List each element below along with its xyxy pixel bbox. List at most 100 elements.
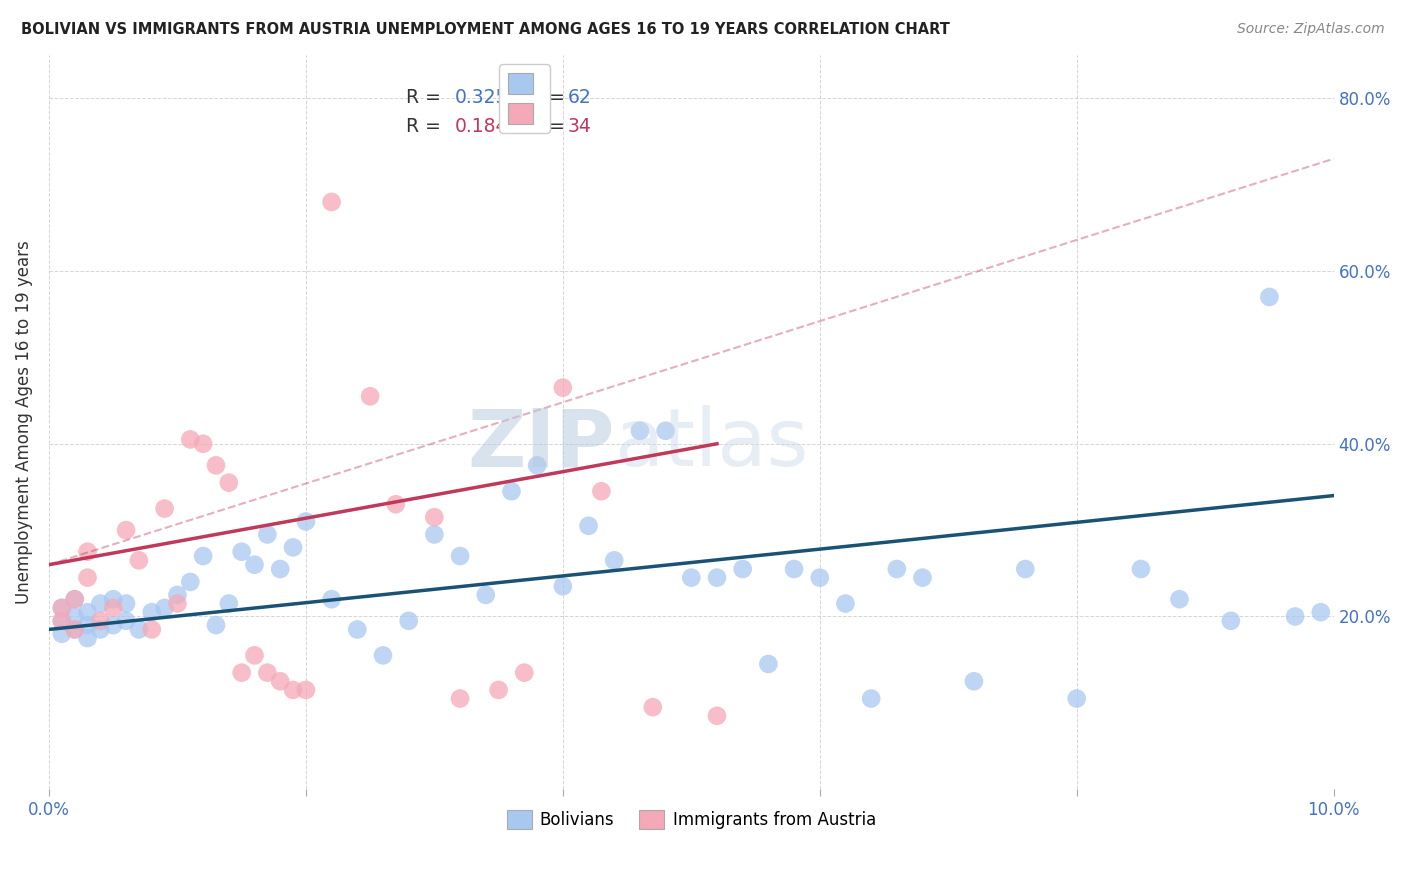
Point — [63, 623, 86, 637]
Point — [179, 574, 201, 589]
Point — [1168, 592, 1191, 607]
Point — [191, 549, 214, 563]
Point — [1309, 605, 1331, 619]
Point — [474, 588, 496, 602]
Point — [346, 623, 368, 637]
Point — [513, 665, 536, 680]
Point — [385, 497, 408, 511]
Point — [51, 614, 73, 628]
Point — [115, 597, 138, 611]
Text: 0.184: 0.184 — [456, 117, 509, 136]
Point — [76, 545, 98, 559]
Point — [578, 518, 600, 533]
Point — [1014, 562, 1036, 576]
Point — [218, 475, 240, 490]
Point — [371, 648, 394, 663]
Point — [423, 527, 446, 541]
Point — [231, 665, 253, 680]
Text: R =: R = — [406, 88, 447, 107]
Point — [89, 597, 111, 611]
Point — [641, 700, 664, 714]
Point — [128, 623, 150, 637]
Point — [488, 682, 510, 697]
Point — [963, 674, 986, 689]
Point — [191, 437, 214, 451]
Point — [603, 553, 626, 567]
Y-axis label: Unemployment Among Ages 16 to 19 years: Unemployment Among Ages 16 to 19 years — [15, 240, 32, 604]
Point — [269, 562, 291, 576]
Point — [153, 501, 176, 516]
Point — [243, 558, 266, 572]
Point — [256, 527, 278, 541]
Point — [628, 424, 651, 438]
Point — [63, 609, 86, 624]
Point — [834, 597, 856, 611]
Point — [51, 627, 73, 641]
Point — [51, 600, 73, 615]
Text: N =: N = — [516, 117, 571, 136]
Point — [758, 657, 780, 671]
Point — [501, 484, 523, 499]
Point — [731, 562, 754, 576]
Point — [76, 605, 98, 619]
Point — [128, 553, 150, 567]
Point — [51, 600, 73, 615]
Point — [551, 381, 574, 395]
Point — [591, 484, 613, 499]
Point — [103, 600, 125, 615]
Point — [398, 614, 420, 628]
Point — [179, 433, 201, 447]
Point — [51, 614, 73, 628]
Point — [1284, 609, 1306, 624]
Point — [89, 614, 111, 628]
Text: R =: R = — [406, 117, 447, 136]
Point — [808, 571, 831, 585]
Point — [269, 674, 291, 689]
Text: 62: 62 — [568, 88, 592, 107]
Point — [423, 510, 446, 524]
Point — [281, 541, 304, 555]
Point — [1258, 290, 1281, 304]
Point — [860, 691, 883, 706]
Point — [706, 571, 728, 585]
Point — [256, 665, 278, 680]
Point — [166, 588, 188, 602]
Text: atlas: atlas — [614, 405, 808, 483]
Text: 34: 34 — [568, 117, 592, 136]
Point — [218, 597, 240, 611]
Point — [76, 618, 98, 632]
Point — [1066, 691, 1088, 706]
Point — [205, 458, 228, 473]
Point — [449, 691, 471, 706]
Point — [1129, 562, 1152, 576]
Text: Source: ZipAtlas.com: Source: ZipAtlas.com — [1237, 22, 1385, 37]
Point — [89, 623, 111, 637]
Point — [166, 597, 188, 611]
Point — [295, 515, 318, 529]
Point — [706, 708, 728, 723]
Point — [783, 562, 806, 576]
Point — [103, 618, 125, 632]
Point — [141, 605, 163, 619]
Point — [115, 523, 138, 537]
Point — [1219, 614, 1241, 628]
Text: BOLIVIAN VS IMMIGRANTS FROM AUSTRIA UNEMPLOYMENT AMONG AGES 16 TO 19 YEARS CORRE: BOLIVIAN VS IMMIGRANTS FROM AUSTRIA UNEM… — [21, 22, 950, 37]
Point — [526, 458, 548, 473]
Point — [76, 631, 98, 645]
Point — [295, 682, 318, 697]
Point — [141, 623, 163, 637]
Point — [231, 545, 253, 559]
Point — [63, 623, 86, 637]
Point — [911, 571, 934, 585]
Point — [63, 592, 86, 607]
Text: 0.325: 0.325 — [456, 88, 509, 107]
Point — [321, 194, 343, 209]
Text: N =: N = — [516, 88, 571, 107]
Point — [205, 618, 228, 632]
Point — [886, 562, 908, 576]
Point — [115, 614, 138, 628]
Text: ZIP: ZIP — [467, 405, 614, 483]
Point — [243, 648, 266, 663]
Point — [449, 549, 471, 563]
Point — [321, 592, 343, 607]
